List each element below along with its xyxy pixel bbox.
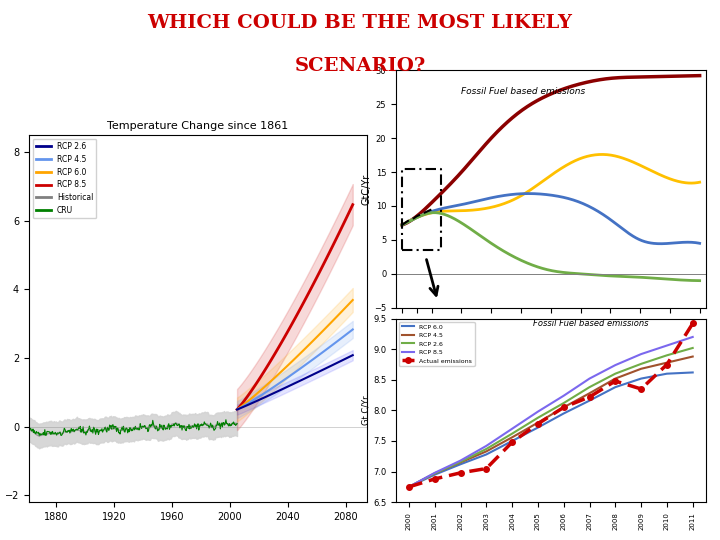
RCP 6.0 xyxy=(636,375,645,382)
RCP 4.5 xyxy=(585,390,594,396)
RCP 6.0 xyxy=(508,438,516,444)
Y-axis label: Gt C/Yr: Gt C/Yr xyxy=(361,396,370,425)
RCP 2.6 xyxy=(585,384,594,390)
RCP 4.5 xyxy=(431,470,439,477)
RCP 8.5 xyxy=(482,443,490,449)
RCP 2.6 xyxy=(611,370,620,377)
RCP 8.5 xyxy=(636,351,645,357)
RCP 6.0 xyxy=(585,397,594,404)
Y-axis label: GtC/Yr: GtC/Yr xyxy=(361,173,372,205)
RCP 8.5 xyxy=(688,334,697,340)
Actual emissions xyxy=(611,378,620,384)
Actual emissions xyxy=(534,421,542,427)
RCP 8.5 xyxy=(534,408,542,415)
RCP 8.5 xyxy=(508,426,516,432)
Actual emissions xyxy=(431,476,439,482)
RCP 2.6 xyxy=(405,484,413,490)
RCP 2.6 xyxy=(534,415,542,421)
RCP 4.5 xyxy=(456,459,465,465)
RCP 6.0 xyxy=(611,384,620,390)
Text: WHICH COULD BE THE MOST LIKELY: WHICH COULD BE THE MOST LIKELY xyxy=(148,14,572,31)
Actual emissions xyxy=(482,465,490,472)
RCP 2.6 xyxy=(559,400,568,406)
RCP 2.6 xyxy=(431,470,439,477)
RCP 2.6 xyxy=(456,458,465,465)
RCP 8.5 xyxy=(456,457,465,464)
RCP 4.5 xyxy=(482,448,490,455)
RCP 6.0 xyxy=(405,484,413,490)
Line: RCP 2.6: RCP 2.6 xyxy=(409,348,693,487)
RCP 8.5 xyxy=(611,362,620,368)
RCP 4.5 xyxy=(559,404,568,410)
Actual emissions xyxy=(636,386,645,392)
RCP 6.0 xyxy=(482,451,490,458)
RCP 4.5 xyxy=(611,375,620,382)
Line: RCP 8.5: RCP 8.5 xyxy=(409,337,693,487)
RCP 4.5 xyxy=(405,484,413,490)
Actual emissions xyxy=(688,320,697,327)
Actual emissions xyxy=(585,394,594,400)
Text: Fossil Fuel based emissions: Fossil Fuel based emissions xyxy=(462,87,586,96)
Text: Fossil Fuel based emissions: Fossil Fuel based emissions xyxy=(533,319,648,328)
Line: RCP 6.0: RCP 6.0 xyxy=(409,373,693,487)
Line: RCP 4.5: RCP 4.5 xyxy=(409,356,693,487)
RCP 4.5 xyxy=(662,360,671,366)
RCP 6.0 xyxy=(559,410,568,417)
RCP 4.5 xyxy=(688,353,697,360)
RCP 4.5 xyxy=(508,434,516,441)
RCP 6.0 xyxy=(456,461,465,468)
RCP 8.5 xyxy=(585,375,594,382)
Actual emissions xyxy=(405,484,413,490)
RCP 4.5 xyxy=(636,366,645,372)
Text: SCENARIO?: SCENARIO? xyxy=(294,57,426,75)
Legend: RCP 6.0, RCP 4.5, RCP 2.6, RCP 8.5, Actual emissions: RCP 6.0, RCP 4.5, RCP 2.6, RCP 8.5, Actu… xyxy=(399,322,474,366)
Legend: RCP 2.6, RCP 4.5, RCP 6.0, RCP 8.5, Historical, CRU: RCP 2.6, RCP 4.5, RCP 6.0, RCP 8.5, Hist… xyxy=(32,139,96,218)
Title: Temperature Change since 1861: Temperature Change since 1861 xyxy=(107,122,289,131)
RCP 6.0 xyxy=(431,471,439,478)
RCP 2.6 xyxy=(636,361,645,367)
Actual emissions xyxy=(508,439,516,446)
RCP 8.5 xyxy=(662,342,671,349)
Line: Actual emissions: Actual emissions xyxy=(406,321,696,490)
RCP 2.6 xyxy=(662,352,671,359)
Actual emissions xyxy=(662,361,671,368)
RCP 2.6 xyxy=(508,430,516,437)
RCP 4.5 xyxy=(534,420,542,426)
RCP 6.0 xyxy=(688,369,697,376)
RCP 6.0 xyxy=(534,424,542,431)
RCP 2.6 xyxy=(482,446,490,452)
RCP 8.5 xyxy=(405,484,413,490)
RCP 8.5 xyxy=(559,393,568,399)
Actual emissions xyxy=(456,470,465,476)
RCP 2.6 xyxy=(688,345,697,351)
RCP 6.0 xyxy=(662,370,671,377)
Actual emissions xyxy=(559,404,568,410)
RCP 8.5 xyxy=(431,470,439,476)
